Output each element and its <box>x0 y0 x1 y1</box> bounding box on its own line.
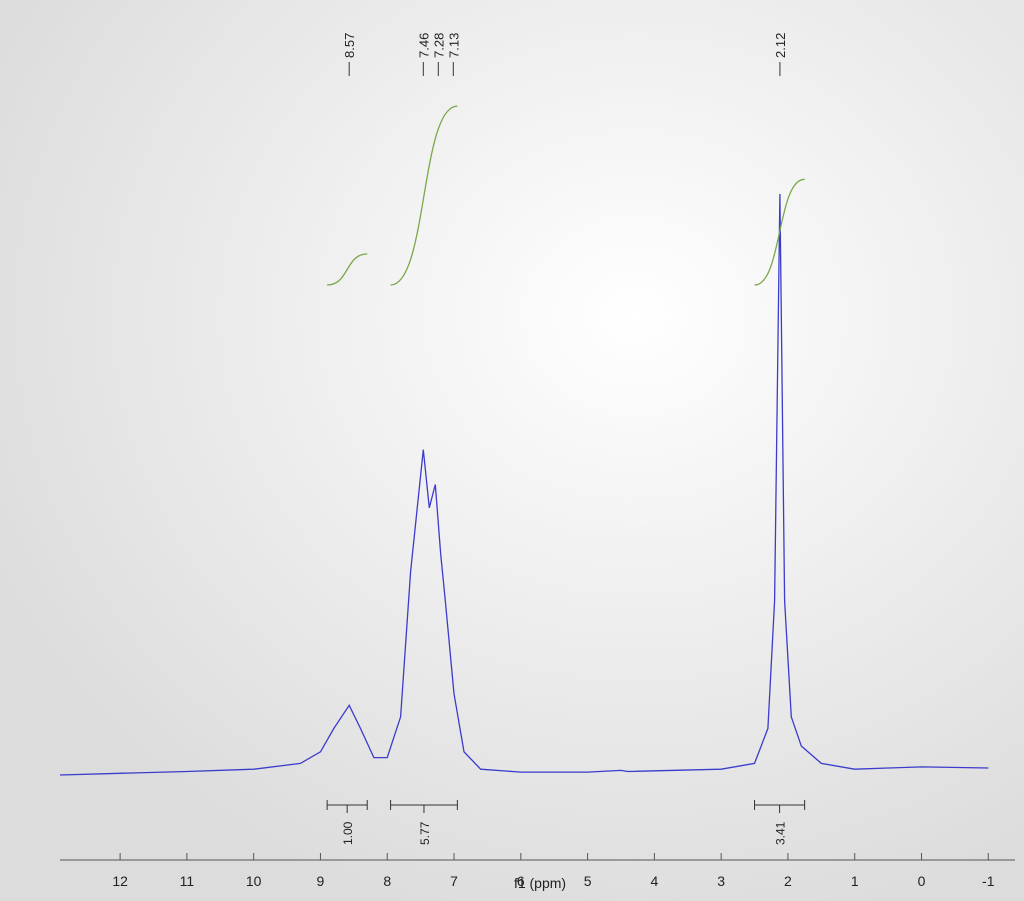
x-tick-label: 12 <box>112 873 128 889</box>
x-tick-label: 9 <box>317 873 325 889</box>
integral-curve <box>754 178 805 286</box>
integral-curve <box>390 105 458 286</box>
x-tick-label: 1 <box>851 873 859 889</box>
x-tick-label: -1 <box>982 873 995 889</box>
x-tick-label: 8 <box>383 873 391 889</box>
x-tick-label: 0 <box>918 873 926 889</box>
peak-label: 7.28 <box>431 33 446 58</box>
x-tick-label: 11 <box>180 873 195 889</box>
spectrum-line <box>59 193 989 776</box>
x-axis-label: f1 (ppm) <box>514 875 566 891</box>
peak-label: 2.12 <box>773 33 788 58</box>
x-tick-label: 4 <box>650 873 658 889</box>
integral-curve <box>327 253 368 286</box>
x-tick-label: 5 <box>584 873 592 889</box>
x-tick-label: 3 <box>717 873 725 889</box>
x-tick-label: 7 <box>450 873 458 889</box>
integral-label: 1.00 <box>341 821 355 845</box>
x-tick-label: 2 <box>784 873 792 889</box>
integral-label: 3.41 <box>774 821 788 845</box>
integral-label: 5.77 <box>418 821 432 845</box>
peak-label: 7.46 <box>416 33 431 58</box>
x-tick-label: 6 <box>517 873 525 889</box>
peak-label: 7.13 <box>446 33 461 58</box>
peak-label: 8.57 <box>342 33 357 58</box>
x-tick-label: 10 <box>246 873 262 889</box>
